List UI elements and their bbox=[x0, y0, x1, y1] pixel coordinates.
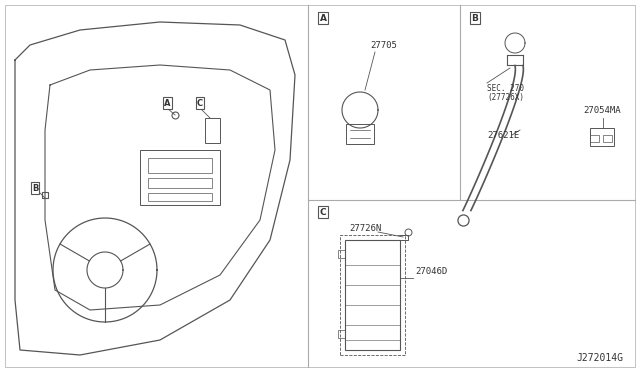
Text: 27621E: 27621E bbox=[487, 131, 519, 140]
Text: (27726X): (27726X) bbox=[487, 93, 524, 102]
Bar bbox=[148, 158, 212, 173]
Bar bbox=[603, 135, 612, 142]
Text: 27726N: 27726N bbox=[349, 224, 381, 232]
Bar bbox=[140, 150, 220, 205]
Text: C: C bbox=[197, 99, 203, 108]
Bar bbox=[205, 118, 220, 143]
Text: 27705: 27705 bbox=[370, 41, 397, 49]
Bar bbox=[338, 250, 345, 258]
Text: A: A bbox=[164, 99, 170, 108]
Bar bbox=[590, 128, 614, 146]
Bar bbox=[346, 124, 374, 144]
Bar bbox=[590, 135, 599, 142]
Text: C: C bbox=[320, 208, 326, 217]
Bar bbox=[148, 193, 212, 201]
Text: 27054MA: 27054MA bbox=[583, 106, 621, 115]
Bar bbox=[338, 330, 345, 338]
Bar bbox=[148, 178, 212, 188]
Text: B: B bbox=[32, 183, 38, 192]
Text: J272014G: J272014G bbox=[577, 353, 623, 363]
Text: 27046D: 27046D bbox=[415, 267, 447, 276]
Bar bbox=[340, 235, 405, 355]
Text: A: A bbox=[319, 13, 326, 22]
Text: SEC. 270: SEC. 270 bbox=[487, 83, 524, 93]
Bar bbox=[345, 240, 400, 350]
Text: B: B bbox=[472, 13, 479, 22]
